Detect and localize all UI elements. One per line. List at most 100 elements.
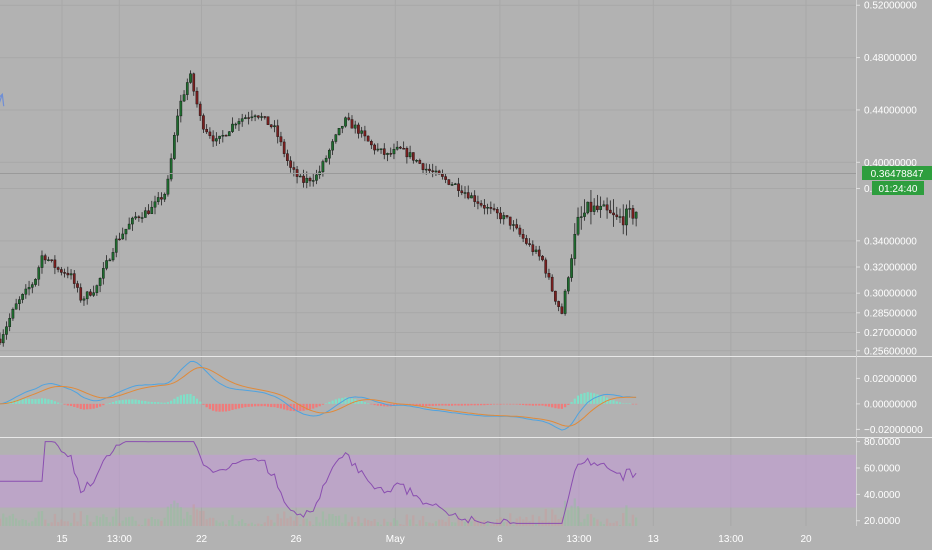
macd-histogram-bar	[538, 403, 541, 406]
macd-histogram-bar	[557, 403, 560, 409]
candle-up	[14, 303, 18, 310]
volume-bar	[257, 523, 260, 526]
candle-down	[447, 179, 451, 185]
volume-bar	[153, 519, 157, 526]
candle-up	[331, 141, 334, 151]
candle-up	[244, 117, 247, 119]
macd-histogram-bar	[286, 403, 289, 411]
macd-histogram-bar	[299, 403, 302, 412]
volume-bar	[357, 516, 360, 526]
candle-up	[105, 260, 108, 269]
volume-bar	[266, 515, 270, 526]
macd-histogram-bar	[438, 403, 441, 406]
macd-histogram-bar	[518, 403, 522, 405]
candle-down	[79, 287, 83, 301]
candle-down	[499, 212, 502, 220]
candle-up	[386, 153, 389, 155]
candle-up	[102, 268, 105, 279]
volume-bar	[263, 522, 266, 526]
macd-histogram-bar	[76, 403, 79, 408]
candle-up	[8, 317, 12, 327]
candlestick-series[interactable]	[0, 70, 638, 347]
candle-up	[37, 267, 41, 280]
rsi-indicator[interactable]	[0, 441, 637, 524]
candle-down	[605, 204, 609, 211]
candle-up	[153, 201, 157, 208]
macd-histogram-bar	[328, 401, 331, 404]
candle-down	[247, 117, 250, 119]
y-tick-label: 0.44000000	[864, 105, 917, 116]
volume-bar	[295, 516, 299, 526]
y-tick-label: 0.32000000	[864, 263, 917, 274]
macd-histogram-bar	[34, 399, 37, 404]
macd-histogram-bar	[186, 394, 189, 404]
volume-bar	[21, 519, 24, 526]
candle-down	[282, 141, 286, 154]
price-axis[interactable]: 0.52000000 0.48000000 0.44000000 0.40000000…	[856, 1, 923, 527]
macd-histogram-bar	[534, 403, 538, 406]
macd-histogram-bar	[27, 398, 31, 404]
macd-histogram-bar	[628, 403, 631, 404]
macd-histogram-bar	[134, 399, 137, 404]
volume-bar	[244, 523, 247, 526]
volume-bar	[15, 518, 18, 526]
macd-histogram-bar	[544, 403, 547, 407]
volume-bar	[570, 505, 573, 526]
macd-histogram-bar	[589, 392, 593, 404]
signal-line	[0, 366, 637, 427]
volume-bar	[69, 522, 73, 526]
macd-histogram-bar	[331, 400, 334, 404]
macd-indicator[interactable]	[0, 360, 638, 431]
candle-up	[253, 115, 257, 118]
candle-down	[457, 183, 460, 191]
volume-bar	[609, 522, 612, 526]
macd-histogram-bar	[115, 400, 118, 404]
macd-histogram-bar	[279, 403, 283, 409]
candle-up	[625, 208, 628, 226]
volume-bar	[331, 514, 334, 526]
drawings[interactable]	[0, 92, 5, 246]
macd-histogram-bar	[260, 403, 263, 407]
macd-histogram-bar	[69, 403, 73, 406]
volume-bar	[408, 519, 412, 526]
candle-up	[173, 135, 176, 159]
macd-histogram-bar	[295, 403, 299, 412]
candle-up	[353, 124, 357, 129]
volume-bar	[386, 521, 389, 526]
macd-histogram-bar	[144, 401, 147, 404]
macd-histogram-bar	[273, 403, 276, 408]
volume-bar	[363, 518, 367, 526]
macd-histogram-bar	[425, 403, 428, 407]
candle-up	[463, 192, 467, 194]
volume-bar	[428, 522, 431, 526]
y-tick-label: 60.0000	[864, 464, 901, 475]
macd-histogram-bar	[50, 399, 53, 404]
y-tick-label: 0.27000000	[864, 328, 917, 339]
candle-up	[415, 159, 418, 162]
volume-bar	[73, 512, 76, 526]
volume-bar	[170, 504, 173, 526]
candle-up	[234, 123, 238, 126]
volume-bar	[438, 519, 441, 526]
macd-histogram-bar	[73, 403, 76, 407]
volume-bar	[208, 517, 212, 526]
volume-bar	[586, 514, 589, 526]
macd-histogram-bar	[441, 403, 444, 406]
candle-up	[628, 208, 632, 210]
macd-histogram-bar	[308, 403, 312, 410]
volume-bar	[567, 510, 570, 526]
macd-histogram-bar	[480, 403, 483, 406]
candle-up	[47, 259, 50, 261]
macd-histogram-bar	[363, 402, 367, 404]
candle-up	[260, 116, 263, 118]
volume-bar	[137, 524, 140, 526]
current-price-label: 0.36478847	[871, 169, 924, 180]
time-axis[interactable]: 15 13:00 22 26 May 6 13:00 13 13:00 20	[56, 534, 812, 545]
candle-up	[134, 216, 137, 219]
volume-bar	[5, 517, 8, 526]
x-tick-label: 22	[196, 534, 208, 545]
macd-histogram-bar	[37, 398, 40, 404]
macd-histogram-bar	[379, 403, 383, 406]
candle-up	[5, 326, 8, 335]
